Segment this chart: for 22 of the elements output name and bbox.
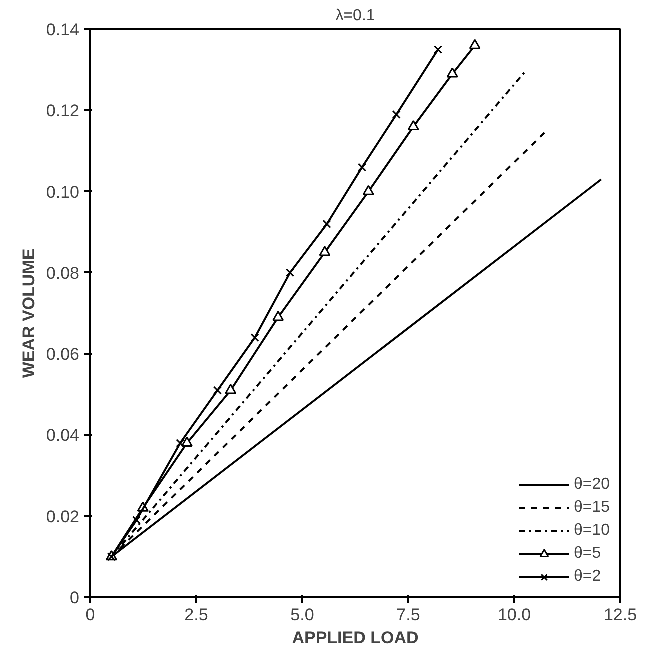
- legend-label: θ=2: [574, 568, 602, 586]
- x-tick-label: 5.0: [290, 606, 314, 624]
- legend-label: θ=20: [574, 476, 610, 494]
- chart-title: λ=0.1: [336, 8, 376, 24]
- y-tick-label: 0.14: [46, 20, 80, 40]
- legend-label: θ=5: [574, 545, 602, 563]
- y-axis-title: WEAR VOLUME: [19, 248, 38, 378]
- y-tick-label: 0.10: [46, 182, 80, 202]
- legend-label: θ=15: [574, 499, 610, 517]
- y-tick-label: 0.02: [46, 507, 80, 526]
- y-tick-label: 0.08: [46, 264, 80, 283]
- y-tick-label: 0.04: [46, 426, 80, 446]
- x-axis-title: APPLIED LOAD: [292, 628, 419, 648]
- y-tick-label: 0.06: [46, 345, 80, 364]
- legend-label: θ=10: [574, 522, 610, 540]
- x-tick-label: 10.0: [498, 606, 532, 624]
- x-tick-label: 7.5: [396, 606, 420, 624]
- y-tick-label: 0.12: [46, 102, 80, 121]
- x-tick-label: 2.5: [184, 606, 208, 624]
- x-tick-label: 12.5: [604, 606, 638, 624]
- y-tick-label: 0: [70, 588, 80, 608]
- x-tick-label: 0: [86, 606, 96, 624]
